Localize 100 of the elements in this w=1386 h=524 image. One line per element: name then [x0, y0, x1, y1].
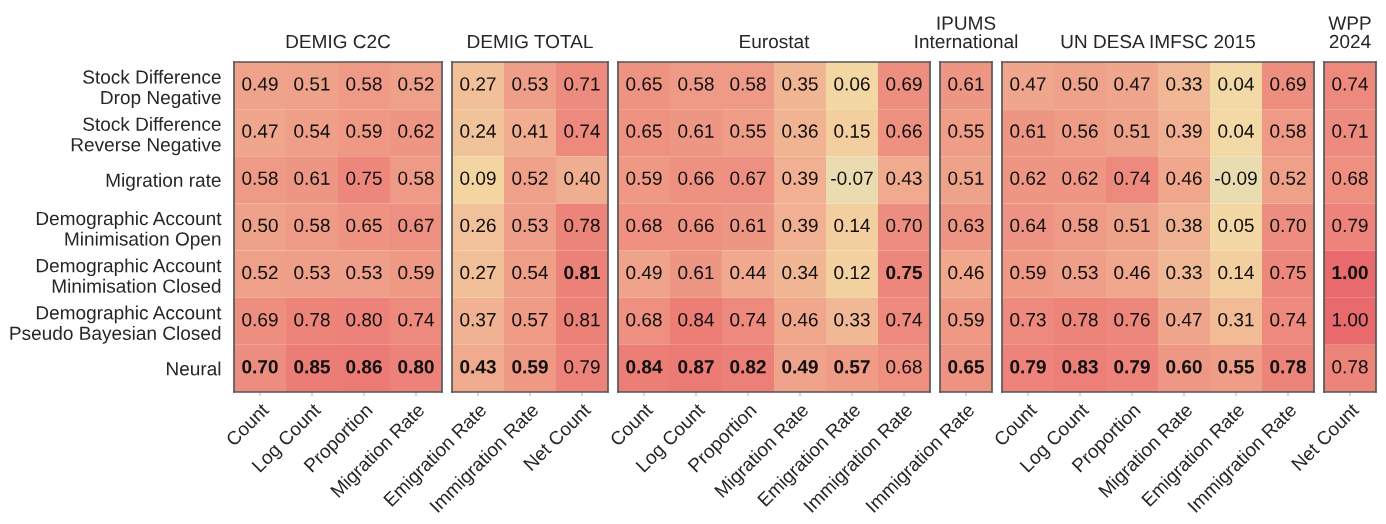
data-label: 0.57 [512, 312, 548, 327]
data-label: 0.44 [730, 265, 766, 280]
data-label: 0.81 [564, 265, 600, 280]
data-label: 0.78 [564, 218, 600, 233]
data-label: 0.75 [886, 265, 922, 280]
data-label: 0.62 [1062, 171, 1098, 185]
data-label: 0.67 [730, 171, 766, 185]
data-label: 0.04 [1218, 77, 1254, 91]
data-label: 0.58 [1062, 218, 1098, 233]
data-label: 1.00 [1332, 312, 1368, 327]
data-label: 0.61 [730, 218, 766, 233]
data-label: 0.33 [834, 312, 870, 327]
data-label: 0.58 [730, 77, 766, 91]
data-label: 0.34 [782, 265, 818, 280]
data-label: 0.83 [1062, 360, 1098, 374]
y-tick-label: Migration rate [106, 172, 221, 191]
data-label: 0.75 [1270, 265, 1306, 280]
data-label: 0.68 [886, 360, 922, 374]
data-label: 0.66 [886, 124, 922, 138]
data-label: 0.57 [834, 360, 870, 374]
data-label: 0.39 [782, 171, 818, 185]
chart-title: UN DESA IMFSC 2015 [1061, 34, 1256, 49]
data-label: 0.74 [886, 312, 922, 327]
data-label: 0.84 [678, 312, 714, 327]
data-label: -0.09 [1215, 171, 1257, 185]
data-label: 0.41 [512, 124, 548, 138]
data-label: 0.61 [678, 265, 714, 280]
data-label: 0.55 [1218, 360, 1254, 374]
data-label: 0.74 [1270, 312, 1306, 327]
data-label: 0.46 [948, 265, 984, 280]
data-label: 0.43 [886, 171, 922, 185]
data-label: 0.49 [626, 265, 662, 280]
data-label: 0.53 [1062, 265, 1098, 280]
data-label: 0.70 [242, 360, 278, 374]
data-label: 0.15 [834, 124, 870, 138]
data-label: 0.40 [564, 171, 600, 185]
data-label: 0.04 [1218, 124, 1254, 138]
data-label: 0.26 [460, 218, 496, 233]
data-label: 0.58 [242, 171, 278, 185]
data-label: 0.62 [1010, 171, 1046, 185]
data-label: 0.73 [1010, 312, 1046, 327]
data-label: 0.74 [730, 312, 766, 327]
data-label: 0.61 [1010, 124, 1046, 138]
data-label: 0.54 [512, 265, 548, 280]
data-label: 0.60 [1166, 360, 1202, 374]
data-label: 0.68 [626, 312, 662, 327]
data-label: 0.69 [886, 77, 922, 91]
data-label: 0.79 [1114, 360, 1150, 374]
data-label: 0.58 [294, 218, 330, 233]
data-label: 0.50 [1062, 77, 1098, 91]
data-label: 0.52 [512, 171, 548, 185]
data-label: 0.58 [1270, 124, 1306, 138]
data-label: 0.33 [1166, 265, 1202, 280]
data-label: 0.71 [1332, 124, 1368, 138]
data-label: 0.53 [294, 265, 330, 280]
data-label: 0.12 [834, 265, 870, 280]
data-label: 0.79 [1332, 218, 1368, 233]
y-tick-label: Demographic Account Pseudo Bayesian Closed [10, 305, 222, 344]
chart-title: Eurostat [740, 35, 810, 49]
data-label: 0.35 [782, 77, 818, 91]
data-label: 0.46 [1114, 265, 1150, 280]
data-label: 0.68 [626, 218, 662, 233]
data-label: 0.87 [678, 360, 714, 374]
data-label: 0.53 [512, 218, 548, 233]
data-label: 0.39 [782, 218, 818, 233]
data-label: 0.51 [1114, 218, 1150, 233]
data-label: 0.80 [346, 312, 382, 327]
data-label: 0.05 [1218, 218, 1254, 233]
data-label: 0.36 [782, 124, 818, 138]
data-label: 0.84 [626, 360, 663, 374]
data-label: 0.33 [1166, 77, 1202, 91]
data-label: 0.31 [1218, 312, 1254, 327]
data-label: -0.07 [831, 171, 873, 185]
data-label: 0.78 [1062, 312, 1098, 327]
data-label: 1.00 [1332, 265, 1368, 280]
data-label: 0.66 [678, 218, 714, 233]
data-label: 0.61 [948, 77, 984, 91]
data-label: 0.61 [294, 171, 330, 185]
data-label: 0.51 [948, 171, 984, 185]
data-label: 0.78 [1332, 360, 1368, 374]
data-label: 0.39 [1166, 124, 1202, 138]
data-label: 0.82 [730, 360, 766, 374]
y-tick-label: Stock Difference Drop Negative [83, 69, 221, 109]
chart-title: WPP 2024 [1328, 16, 1371, 49]
data-label: 0.43 [460, 360, 496, 374]
data-label: 0.67 [398, 218, 434, 233]
data-label: 0.37 [460, 312, 496, 327]
chart-title: IPUMS International [915, 16, 1018, 49]
data-label: 0.71 [564, 77, 600, 91]
data-label: 0.66 [678, 171, 714, 185]
data-label: 0.06 [834, 77, 870, 91]
data-label: 0.47 [1114, 77, 1150, 91]
data-label: 0.61 [678, 124, 714, 138]
data-label: 0.52 [1270, 171, 1306, 185]
data-label: 0.59 [346, 124, 382, 138]
data-label: 0.74 [398, 312, 434, 327]
data-label: 0.27 [460, 265, 496, 280]
data-label: 0.55 [730, 124, 766, 138]
data-label: 0.81 [564, 312, 600, 327]
data-label: 0.46 [782, 312, 818, 327]
